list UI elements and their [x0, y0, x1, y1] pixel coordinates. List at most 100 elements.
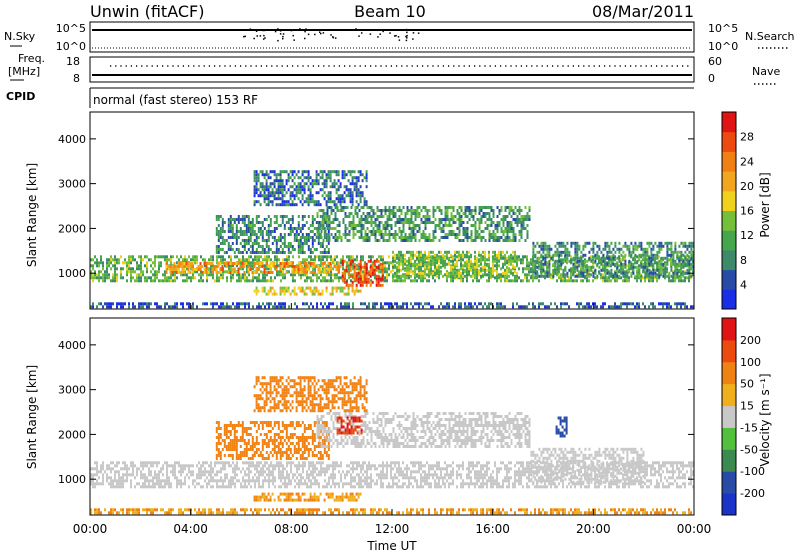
- heatmap-cell: [360, 236, 363, 239]
- heatmap-cell: [189, 271, 192, 274]
- heatmap-cell: [94, 485, 96, 489]
- heatmap-cell: [362, 258, 364, 262]
- heatmap-cell: [516, 274, 518, 278]
- heatmap-cell: [508, 221, 511, 224]
- heatmap-cell: [313, 248, 316, 251]
- heatmap-cell: [580, 262, 583, 266]
- heatmap-cell: [408, 233, 411, 236]
- heatmap-cell: [130, 270, 132, 274]
- heatmap-cell: [261, 271, 264, 274]
- heatmap-cell: [283, 194, 286, 198]
- heatmap-cell: [388, 209, 391, 212]
- heatmap-cell: [136, 276, 138, 280]
- heatmap-cell: [436, 271, 438, 275]
- heatmap-cell: [372, 215, 375, 218]
- heatmap-cell: [378, 221, 381, 224]
- heatmap-cell: [348, 233, 351, 236]
- heatmap-cell: [600, 262, 603, 266]
- heatmap-cell: [345, 173, 348, 177]
- heatmap-cell: [516, 215, 519, 218]
- heatmap-cell: [604, 271, 607, 275]
- heatmap-cell: [416, 262, 418, 266]
- heatmap-cell: [312, 273, 314, 277]
- heatmap-cell: [492, 230, 495, 233]
- heatmap-cell: [291, 170, 294, 174]
- heatmap-cell: [264, 279, 266, 283]
- heatmap-cell: [566, 302, 568, 306]
- heatmap-cell: [690, 265, 693, 269]
- heatmap-cell: [191, 268, 194, 271]
- heatmap-cell: [492, 212, 495, 215]
- heatmap-cell: [275, 176, 278, 180]
- heatmap-cell: [592, 241, 595, 245]
- heatmap-cell: [466, 273, 468, 277]
- heatmap-cell: [310, 302, 312, 306]
- heatmap-cell: [394, 302, 396, 306]
- heatmap-cell: [282, 273, 284, 277]
- heatmap-cell: [122, 302, 124, 306]
- heatmap-cell: [226, 302, 228, 306]
- heatmap-cell: [339, 265, 342, 268]
- heatmap-cell: [92, 485, 94, 489]
- heatmap-cell: [345, 268, 348, 272]
- heatmap-cell: [422, 215, 425, 218]
- heatmap-cell: [305, 197, 308, 201]
- heatmap-cell: [588, 274, 591, 278]
- heatmap-cell: [230, 273, 232, 277]
- heatmap-cell: [502, 265, 504, 269]
- heatmap-cell: [482, 274, 484, 278]
- sky-noise-dot: [281, 37, 284, 40]
- heatmap-cell: [140, 305, 142, 309]
- heatmap-cell: [358, 224, 361, 227]
- heatmap-cell: [243, 265, 246, 268]
- heatmap-cell: [504, 262, 506, 266]
- heatmap-cell: [384, 239, 387, 242]
- heatmap-cell: [256, 279, 258, 283]
- heatmap-cell: [654, 241, 657, 245]
- heatmap-cell: [172, 305, 174, 309]
- heatmap-cell: [309, 191, 312, 195]
- heatmap-cell: [480, 256, 482, 260]
- heatmap-cell: [255, 185, 258, 189]
- heatmap-cell: [456, 236, 459, 239]
- heatmap-cell: [374, 218, 377, 221]
- heatmap-cell: [305, 265, 308, 268]
- heatmap-cell: [369, 274, 372, 278]
- heatmap-cell: [336, 273, 338, 277]
- heatmap-cell: [122, 479, 124, 483]
- heatmap-cell: [262, 273, 264, 277]
- heatmap-cell: [432, 215, 435, 218]
- heatmap-cell: [258, 276, 260, 280]
- heatmap-cell: [634, 244, 637, 248]
- heatmap-cell: [628, 247, 631, 251]
- heatmap-cell: [237, 230, 240, 233]
- heatmap-cell: [424, 233, 427, 236]
- heatmap-cell: [454, 221, 457, 224]
- heatmap-cell: [692, 244, 695, 248]
- heatmap-cell: [462, 253, 464, 257]
- heatmap-cell: [292, 255, 294, 259]
- heatmap-cell: [474, 239, 477, 242]
- heatmap-cell: [170, 273, 172, 277]
- heatmap-cell: [136, 264, 138, 268]
- heatmap-cell: [255, 262, 258, 265]
- heatmap-cell: [128, 270, 130, 274]
- heatmap-cell: [106, 476, 108, 480]
- heatmap-cell: [293, 176, 296, 180]
- heatmap-cell: [414, 276, 416, 280]
- heatmap-cell: [578, 264, 580, 268]
- heatmap-cell: [668, 258, 670, 262]
- heatmap-cell: [516, 259, 518, 263]
- heatmap-cell: [516, 221, 519, 224]
- heatmap-cell: [227, 262, 230, 265]
- heatmap-cell: [327, 233, 330, 236]
- heatmap-cell: [256, 255, 258, 259]
- heatmap-cell: [542, 262, 545, 266]
- heatmap-cell: [340, 236, 343, 239]
- heatmap-cell: [384, 261, 386, 265]
- heatmap-cell: [309, 251, 312, 254]
- heatmap-cell: [524, 255, 526, 259]
- heatmap-cell: [114, 270, 116, 274]
- heatmap-cell: [562, 271, 565, 275]
- heatmap-cell: [359, 265, 362, 269]
